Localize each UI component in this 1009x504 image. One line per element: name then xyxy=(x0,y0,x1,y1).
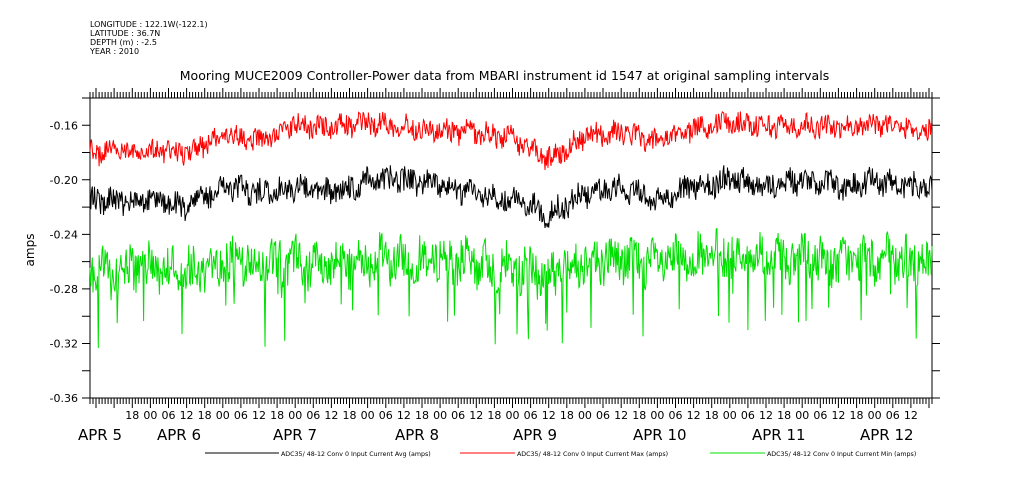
x-hour-tick-label: 18 xyxy=(125,409,139,422)
x-hour-tick-label: 00 xyxy=(361,409,375,422)
y-tick-label: -0.28 xyxy=(50,283,78,296)
x-hour-tick-label: 12 xyxy=(180,409,194,422)
y-axis-label: amps xyxy=(23,234,37,267)
x-hour-tick-label: 18 xyxy=(560,409,574,422)
x-hour-tick-label: 00 xyxy=(578,409,592,422)
x-hour-tick-label: 00 xyxy=(795,409,809,422)
y-tick-label: -0.32 xyxy=(50,337,78,350)
x-hour-tick-label: 00 xyxy=(216,409,230,422)
x-hour-tick-label: 06 xyxy=(379,409,393,422)
x-hour-tick-label: 06 xyxy=(306,409,320,422)
legend-label-1: ADC35/ 48-12 Conv 0 Input Current Avg (a… xyxy=(281,451,431,458)
x-hour-tick-label: 18 xyxy=(415,409,429,422)
y-tick-label: -0.16 xyxy=(50,119,78,132)
x-hour-tick-label: 12 xyxy=(759,409,773,422)
x-hour-tick-label: 12 xyxy=(614,409,628,422)
x-hour-tick-label: 12 xyxy=(397,409,411,422)
x-hour-tick-label: 06 xyxy=(234,409,248,422)
year-label: YEAR : 2010 xyxy=(90,47,140,56)
x-hour-tick-label: 06 xyxy=(161,409,175,422)
x-minor-ticks xyxy=(89,88,933,408)
y-tick-label: -0.24 xyxy=(50,228,78,241)
x-hour-tick-label: 06 xyxy=(524,409,538,422)
series-line-1 xyxy=(89,165,933,228)
depth-label: DEPTH (m) : -2.5 xyxy=(90,38,157,47)
x-hour-tick-label: 00 xyxy=(868,409,882,422)
x-hour-tick-label: 18 xyxy=(705,409,719,422)
x-day-label: APR 10 xyxy=(633,426,687,444)
x-hour-tick-label: 12 xyxy=(687,409,701,422)
x-hour-tick-label: 06 xyxy=(886,409,900,422)
x-hour-tick-label: 00 xyxy=(433,409,447,422)
x-day-label: APR 12 xyxy=(860,426,914,444)
legend-label-3: ADC35/ 48-12 Conv 0 Input Current Min (a… xyxy=(767,451,916,458)
y-ticks xyxy=(82,97,940,399)
x-day-label: APR 6 xyxy=(157,426,201,444)
x-hour-tick-label: 06 xyxy=(451,409,465,422)
x-hour-tick-label: 12 xyxy=(324,409,338,422)
x-hour-tick-label: 00 xyxy=(143,409,157,422)
x-hour-tick-label: 18 xyxy=(198,409,212,422)
x-hour-tick-label: 18 xyxy=(632,409,646,422)
x-hour-tick-label: 00 xyxy=(288,409,302,422)
chart-title: Mooring MUCE2009 Controller-Power data f… xyxy=(179,68,830,83)
x-day-label: APR 11 xyxy=(752,426,806,444)
series-line-2 xyxy=(89,111,933,171)
y-tick-label: -0.36 xyxy=(50,392,78,405)
x-hour-tick-label: 12 xyxy=(542,409,556,422)
longitude-label: LONGITUDE : 122.1W(-122.1) xyxy=(90,20,208,29)
x-hour-tick-label: 00 xyxy=(650,409,664,422)
x-hour-tick-label: 12 xyxy=(252,409,266,422)
x-day-label: APR 9 xyxy=(513,426,557,444)
x-hour-tick-label: 18 xyxy=(777,409,791,422)
x-hour-tick-label: 00 xyxy=(723,409,737,422)
x-hour-tick-label: 06 xyxy=(668,409,682,422)
x-day-label: APR 7 xyxy=(273,426,317,444)
x-hour-tick-label: 06 xyxy=(596,409,610,422)
x-hour-tick-label: 06 xyxy=(741,409,755,422)
legend-label-2: ADC35/ 48-12 Conv 0 Input Current Max (a… xyxy=(517,451,668,458)
series-line-3 xyxy=(89,228,933,349)
x-hour-tick-label: 12 xyxy=(831,409,845,422)
x-hour-tick-label: 18 xyxy=(487,409,501,422)
x-hour-tick-label: 18 xyxy=(343,409,357,422)
x-day-label: APR 8 xyxy=(395,426,439,444)
x-hour-tick-label: 00 xyxy=(506,409,520,422)
latitude-label: LATITUDE : 36.7N xyxy=(90,29,161,38)
x-hour-tick-label: 06 xyxy=(813,409,827,422)
x-hour-tick-label: 12 xyxy=(469,409,483,422)
x-hour-tick-label: 18 xyxy=(270,409,284,422)
x-hour-tick-label: 18 xyxy=(850,409,864,422)
y-tick-label: -0.20 xyxy=(50,174,78,187)
header-metadata: LONGITUDE : 122.1W(-122.1) LATITUDE : 36… xyxy=(90,20,208,56)
x-day-label: APR 5 xyxy=(78,426,122,444)
x-hour-tick-label: 12 xyxy=(904,409,918,422)
